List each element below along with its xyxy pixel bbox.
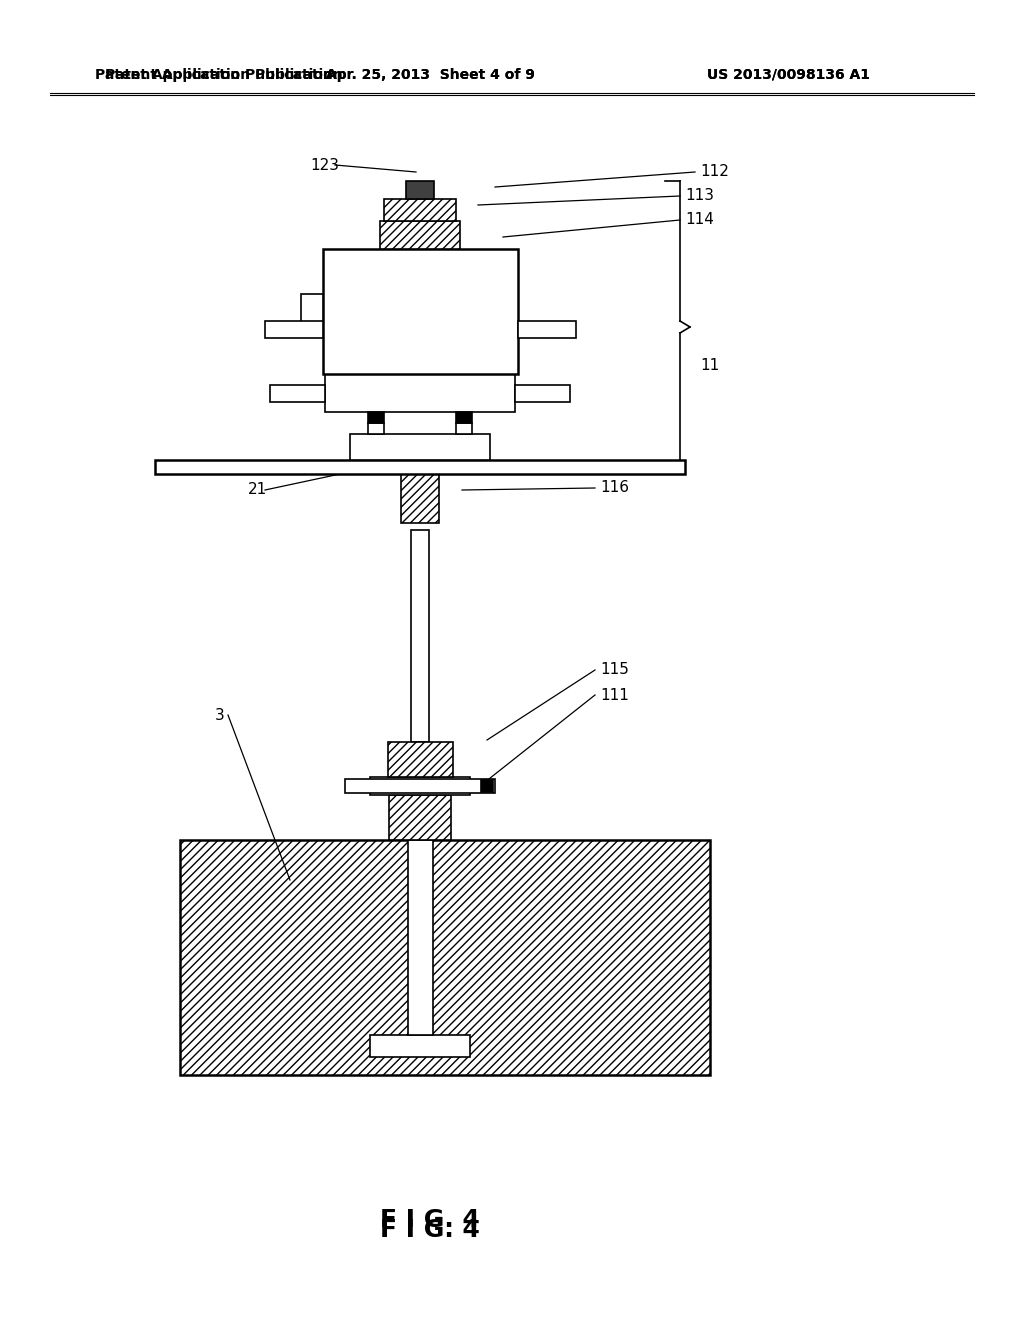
Bar <box>368 412 384 422</box>
Bar <box>270 385 325 403</box>
Text: 113: 113 <box>685 189 714 203</box>
Bar <box>325 374 515 412</box>
Bar <box>401 469 439 523</box>
Bar <box>350 434 490 459</box>
Bar <box>265 321 323 338</box>
Text: 123: 123 <box>310 157 339 173</box>
Text: 111: 111 <box>600 688 629 702</box>
Bar <box>301 294 323 329</box>
Bar <box>345 779 495 793</box>
Bar <box>380 220 460 249</box>
Bar <box>370 777 470 795</box>
Text: F I G. 4: F I G. 4 <box>380 1208 480 1232</box>
Bar <box>515 385 570 403</box>
Bar <box>384 199 456 220</box>
Bar <box>180 840 710 1074</box>
Bar <box>368 422 384 434</box>
Text: Apr. 25, 2013  Sheet 4 of 9: Apr. 25, 2013 Sheet 4 of 9 <box>326 69 535 82</box>
Text: Patent Application Publication: Patent Application Publication <box>95 69 333 82</box>
Bar <box>518 321 575 338</box>
Bar <box>388 742 453 777</box>
Text: US 2013/0098136 A1: US 2013/0098136 A1 <box>707 69 870 82</box>
Text: 112: 112 <box>700 165 729 180</box>
Bar <box>406 181 434 199</box>
Bar <box>155 459 685 474</box>
Bar <box>370 1035 470 1057</box>
Text: Apr. 25, 2013  Sheet 4 of 9: Apr. 25, 2013 Sheet 4 of 9 <box>326 69 535 82</box>
Text: 11: 11 <box>700 358 719 372</box>
Text: US 2013/0098136 A1: US 2013/0098136 A1 <box>707 69 870 82</box>
Text: 116: 116 <box>600 480 629 495</box>
Text: 21: 21 <box>248 483 267 498</box>
Bar <box>456 422 472 434</box>
Text: 114: 114 <box>685 213 714 227</box>
Bar <box>411 531 429 742</box>
Bar <box>323 249 518 374</box>
Text: 3: 3 <box>215 708 224 722</box>
Bar <box>456 412 472 422</box>
Bar <box>389 795 451 840</box>
Bar <box>408 840 433 1035</box>
Text: 115: 115 <box>600 663 629 677</box>
Text: F I G. 4: F I G. 4 <box>380 1218 480 1242</box>
Bar <box>481 780 493 792</box>
Text: Patent Application Publication: Patent Application Publication <box>105 69 343 82</box>
